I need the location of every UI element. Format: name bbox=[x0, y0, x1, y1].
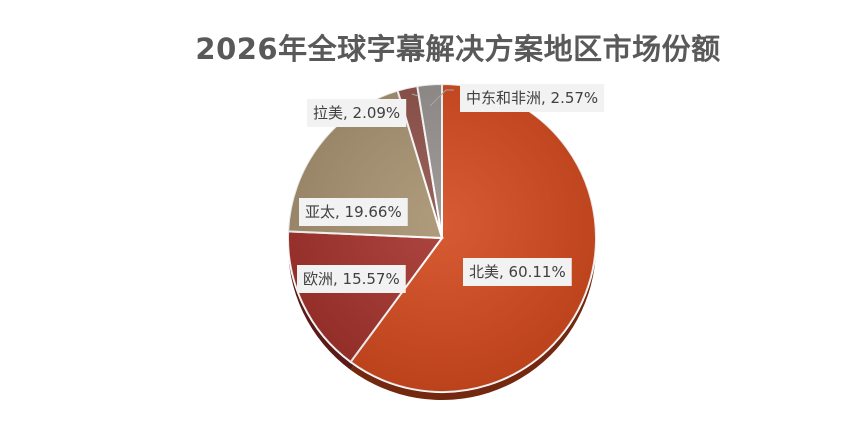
chart-title: 2026年全球字幕解决方案地区市场份额 bbox=[195, 32, 721, 66]
data-labels: 北美, 60.11% 欧洲, 15.57% 亚太, 19.66% 拉美, 2.09% 中… bbox=[297, 84, 605, 293]
data-label-2: 亚太, 19.66% bbox=[299, 198, 408, 226]
data-label-text-2: 亚太, 19.66% bbox=[305, 203, 402, 221]
data-label-text-0: 北美, 60.11% bbox=[469, 263, 566, 281]
data-label-box-4 bbox=[460, 84, 605, 112]
data-label-1: 欧洲, 15.57% bbox=[297, 265, 406, 293]
leader-line-mea bbox=[429, 89, 454, 107]
data-label-box-1 bbox=[297, 265, 406, 293]
data-label-text-3: 拉美, 2.09% bbox=[313, 104, 400, 122]
data-label-box-0 bbox=[463, 258, 572, 286]
leader-line-latam bbox=[411, 93, 419, 97]
data-label-3: 拉美, 2.09% bbox=[307, 99, 407, 127]
data-label-box-2 bbox=[299, 198, 408, 226]
leader-lines bbox=[411, 89, 454, 107]
data-label-0: 北美, 60.11% bbox=[463, 258, 572, 286]
data-label-text-1: 欧洲, 15.57% bbox=[303, 270, 400, 288]
data-label-text-4: 中东和非洲, 2.57% bbox=[466, 89, 598, 107]
data-label-box-3 bbox=[307, 99, 407, 127]
data-label-4: 中东和非洲, 2.57% bbox=[460, 84, 605, 112]
pie-slices bbox=[287, 82, 597, 393]
